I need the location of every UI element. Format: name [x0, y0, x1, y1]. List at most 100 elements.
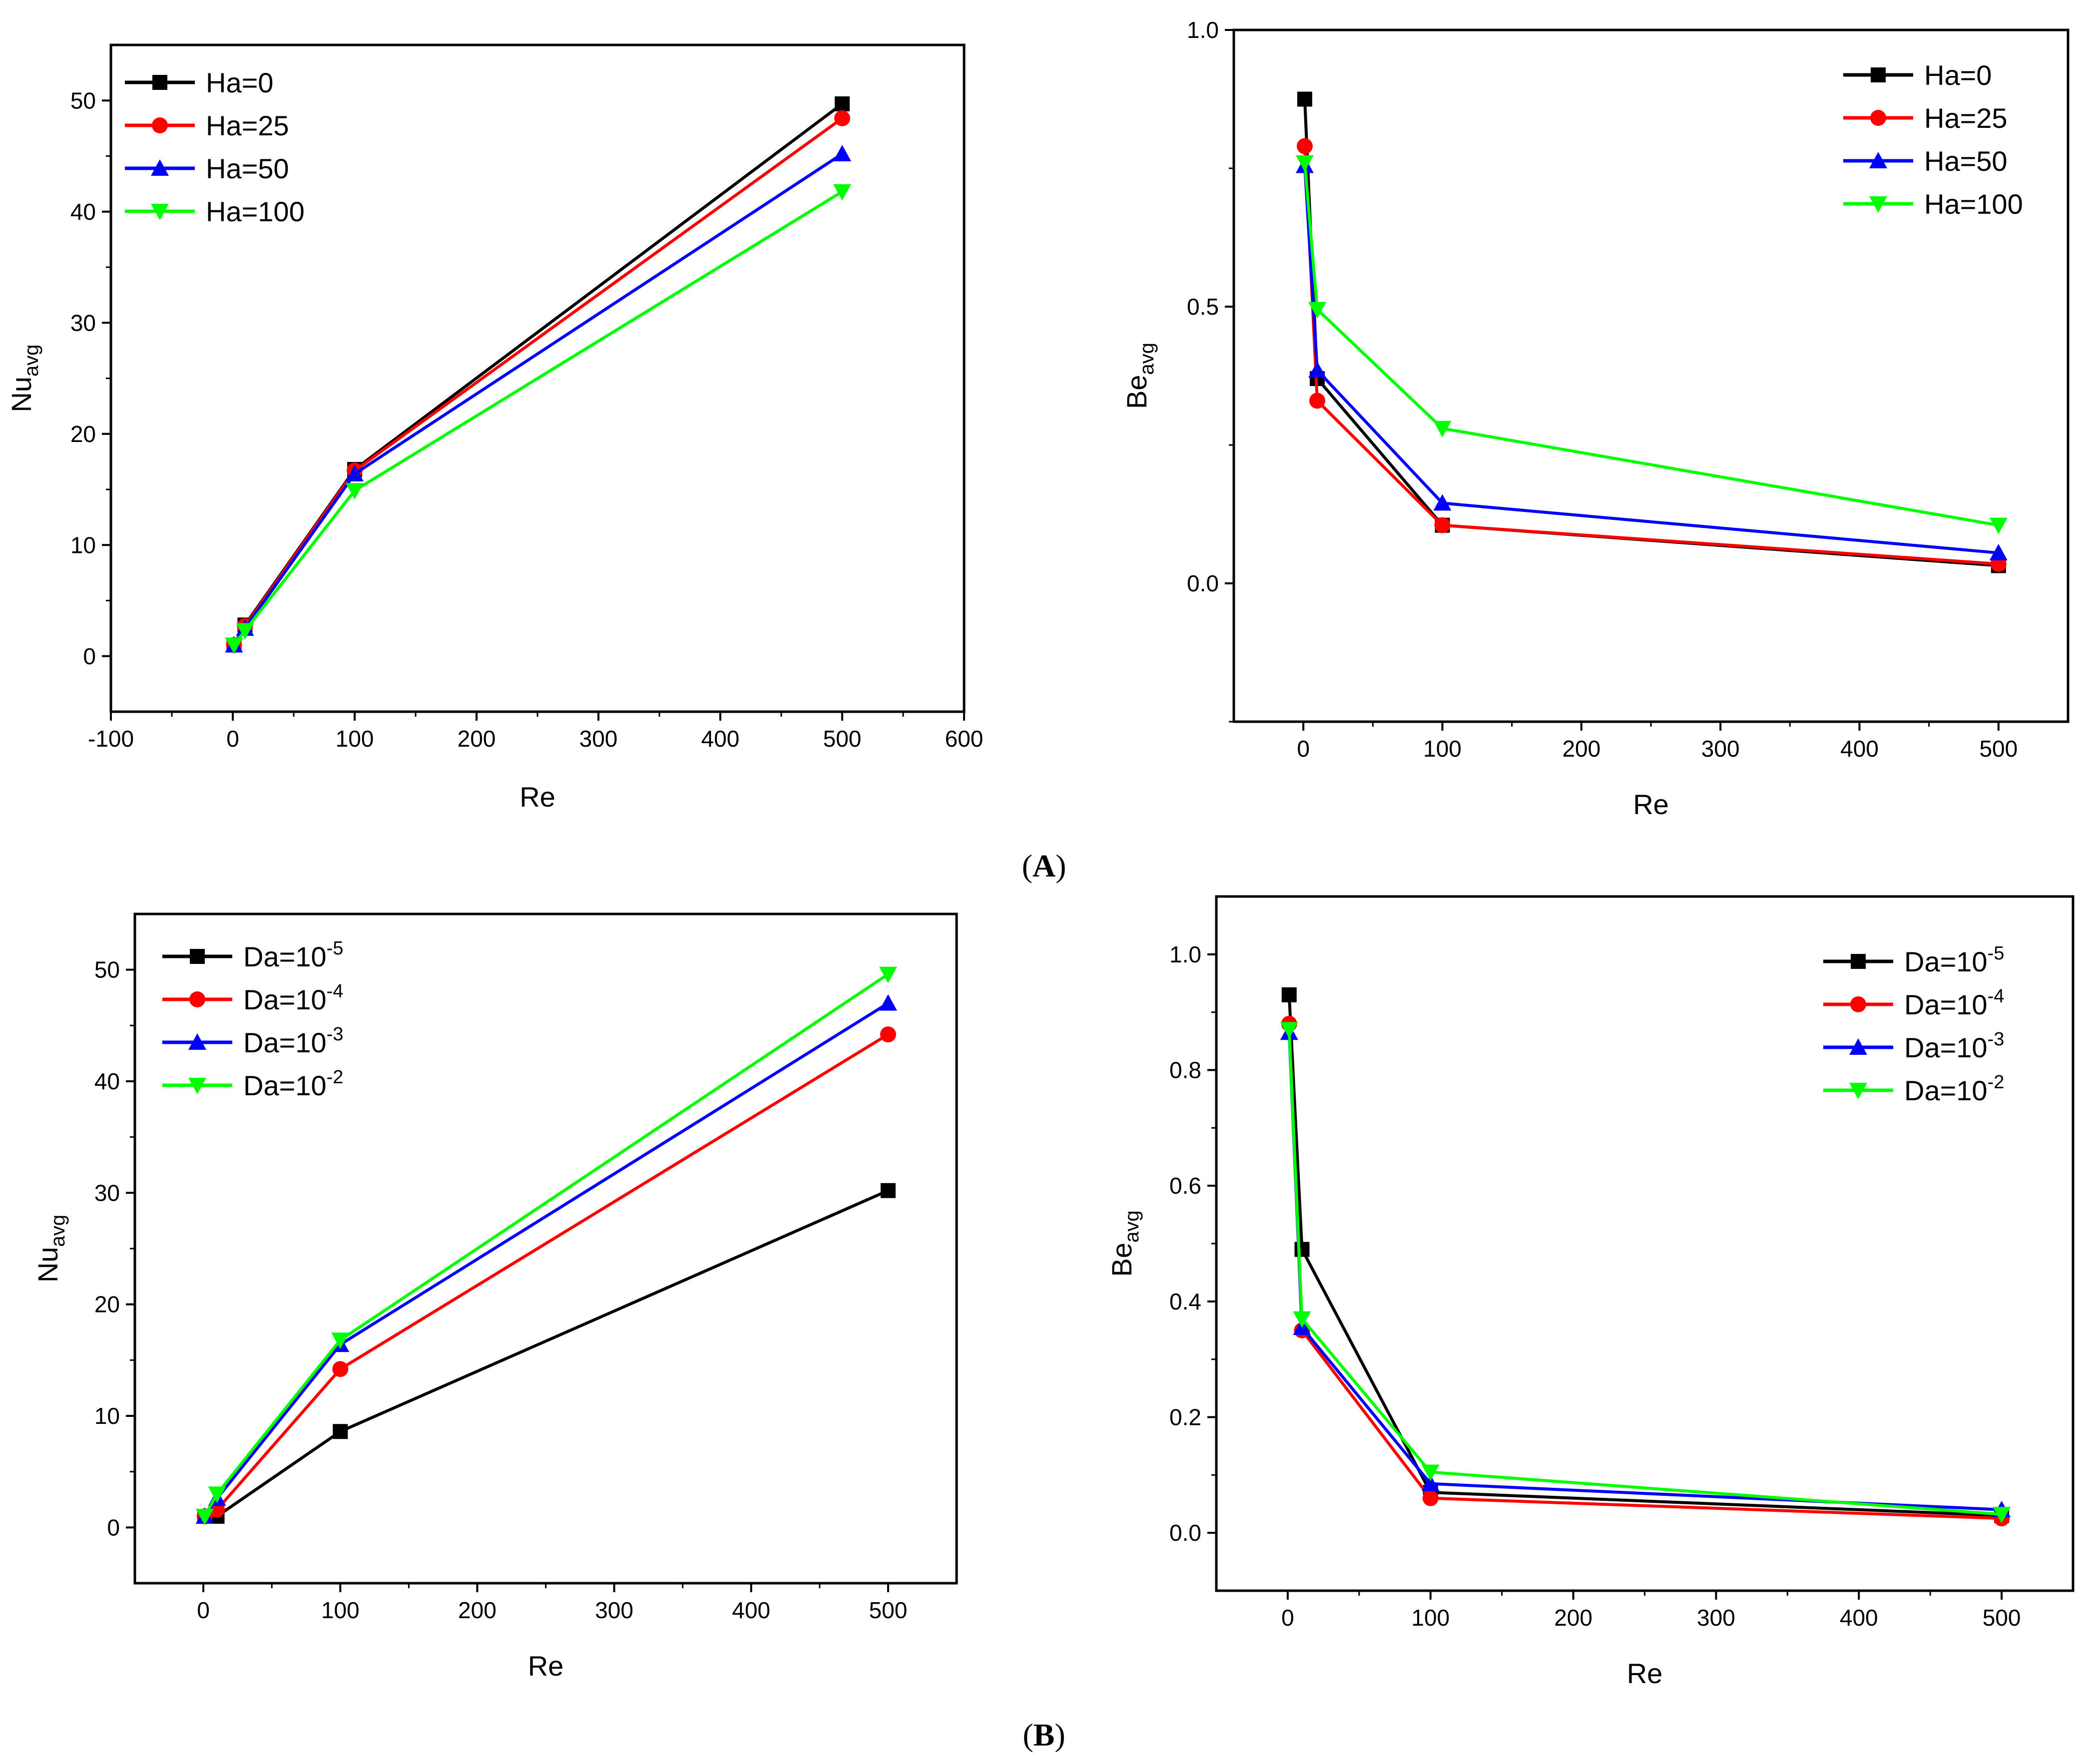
series-line	[1287, 1023, 2002, 1520]
x-axis-title: Re	[520, 781, 555, 813]
y-axis-title: Nuavg	[32, 1215, 69, 1283]
x-tick-label: 100	[321, 1597, 360, 1623]
legend-marker	[152, 117, 168, 133]
data-point	[1433, 421, 1452, 438]
series-line	[1303, 99, 1999, 567]
data-point	[833, 145, 851, 162]
data-point	[1989, 517, 2008, 534]
y-tick-label: 10	[94, 1403, 120, 1429]
y-tick-label: 30	[94, 1180, 120, 1206]
data-point	[1280, 1022, 1298, 1039]
data-point	[332, 1361, 349, 1377]
data-point	[225, 637, 243, 654]
x-tick-label: 500	[823, 726, 862, 752]
data-point	[879, 966, 897, 983]
series-line	[203, 973, 889, 1517]
legend-marker	[188, 1033, 206, 1050]
x-axis-title: Re	[1633, 789, 1669, 820]
legend-entry: Ha=0	[206, 67, 273, 98]
x-tick-label: 300	[579, 726, 618, 752]
data-point	[236, 623, 254, 640]
legend-entry: Da=10-4	[243, 981, 343, 1015]
series-line	[1287, 1029, 2002, 1516]
legend-marker	[1849, 1083, 1867, 1099]
legend-entry: Ha=25	[206, 110, 289, 141]
y-axis-title: Beavg	[1121, 343, 1158, 409]
legend-entry: Da=10-5	[1904, 943, 2004, 977]
y-tick-label: 40	[94, 1068, 120, 1094]
legend-entry: Ha=100	[1924, 188, 2023, 220]
legend-entry: Da=10-2	[1904, 1072, 2004, 1106]
data-point	[1295, 155, 1314, 172]
chart-a-bejan: 0 100 200 300 400 500 0.0 0.5 1.0 Re Beavg Ha=0 Ha=2…	[1121, 17, 2070, 820]
x-axis-title: Re	[1627, 1658, 1663, 1689]
y-tick-label: 0.8	[1169, 1057, 1201, 1083]
x-tick-label: 0	[226, 726, 239, 752]
data-point	[1422, 1490, 1439, 1506]
x-tick-label: 600	[945, 726, 984, 752]
x-tick-label: 400	[701, 726, 740, 752]
y-tick-label: 50	[70, 87, 96, 113]
x-tick-label: 300	[1697, 1605, 1735, 1631]
y-tick-label: 30	[70, 310, 96, 336]
x-tick-label: 200	[1562, 736, 1600, 762]
legend-entry: Ha=50	[1924, 145, 2008, 177]
legend-marker	[1871, 67, 1886, 82]
legend-marker	[1851, 954, 1866, 969]
y-tick-label: 0	[107, 1514, 120, 1540]
legend-marker	[151, 159, 169, 176]
x-tick-label: 500	[1979, 736, 2018, 762]
y-tick-label: 1.0	[1169, 941, 1201, 967]
y-axis-title: Beavg	[1106, 1211, 1143, 1277]
data-point	[1309, 393, 1325, 409]
x-tick-label: 200	[458, 726, 496, 752]
data-point	[833, 184, 851, 201]
legend-entry: Ha=50	[206, 153, 289, 184]
y-tick-label: 0.6	[1169, 1173, 1201, 1199]
series-line	[1287, 1032, 2002, 1511]
data-point	[1293, 1311, 1311, 1328]
x-axis-title: Re	[528, 1650, 564, 1682]
legend-marker	[152, 75, 167, 90]
legend-entry: Ha=0	[1924, 59, 1992, 91]
x-tick-label: -100	[88, 726, 134, 752]
data-point	[879, 994, 897, 1011]
y-tick-label: 1.0	[1187, 17, 1219, 43]
chart-a-nusselt: -100 0 100 200 300 400 500 600 0 10 20 30 40 50 Re Nuav…	[5, 43, 984, 813]
legend-entry: Da=10-5	[243, 938, 343, 972]
x-tick-label: 200	[1554, 1605, 1592, 1631]
x-tick-label: 200	[458, 1597, 497, 1623]
y-tick-label: 0.5	[1187, 294, 1219, 320]
y-tick-label: 0.0	[1169, 1520, 1201, 1546]
x-tick-label: 400	[1840, 1605, 1878, 1631]
data-point	[834, 110, 850, 126]
series-line	[233, 190, 843, 646]
legend-marker	[189, 991, 205, 1007]
data-point	[1297, 91, 1312, 107]
legend-marker	[1869, 152, 1887, 168]
y-tick-label: 0.0	[1187, 570, 1219, 596]
legend-entry: Da=10-2	[243, 1067, 343, 1101]
y-axis-title: Nuavg	[5, 344, 42, 412]
data-point	[195, 1509, 214, 1525]
legend-marker	[1869, 196, 1887, 213]
y-tick-label: 50	[94, 957, 120, 983]
data-point	[208, 1486, 226, 1503]
data-point	[1993, 1507, 2011, 1524]
legend-entry: Ha=25	[1924, 102, 2008, 134]
series-line	[1303, 165, 1999, 555]
y-tick-label: 0.2	[1169, 1404, 1201, 1430]
panel-label-b: (B)	[1023, 1717, 1065, 1753]
data-point	[1421, 1474, 1440, 1491]
x-tick-label: 300	[595, 1597, 633, 1623]
series-line	[204, 1189, 889, 1518]
x-tick-label: 100	[336, 726, 374, 752]
data-point	[1308, 361, 1326, 378]
legend-marker	[1849, 1038, 1867, 1055]
series-line	[204, 1033, 889, 1518]
x-tick-label: 100	[1411, 1605, 1450, 1631]
legend-marker	[188, 1078, 206, 1094]
x-tick-label: 300	[1701, 736, 1740, 762]
chart-b-nusselt: 0 100 200 300 400 500 0 10 20 30 40 50 Re Nuavg Da=10-…	[32, 912, 958, 1682]
